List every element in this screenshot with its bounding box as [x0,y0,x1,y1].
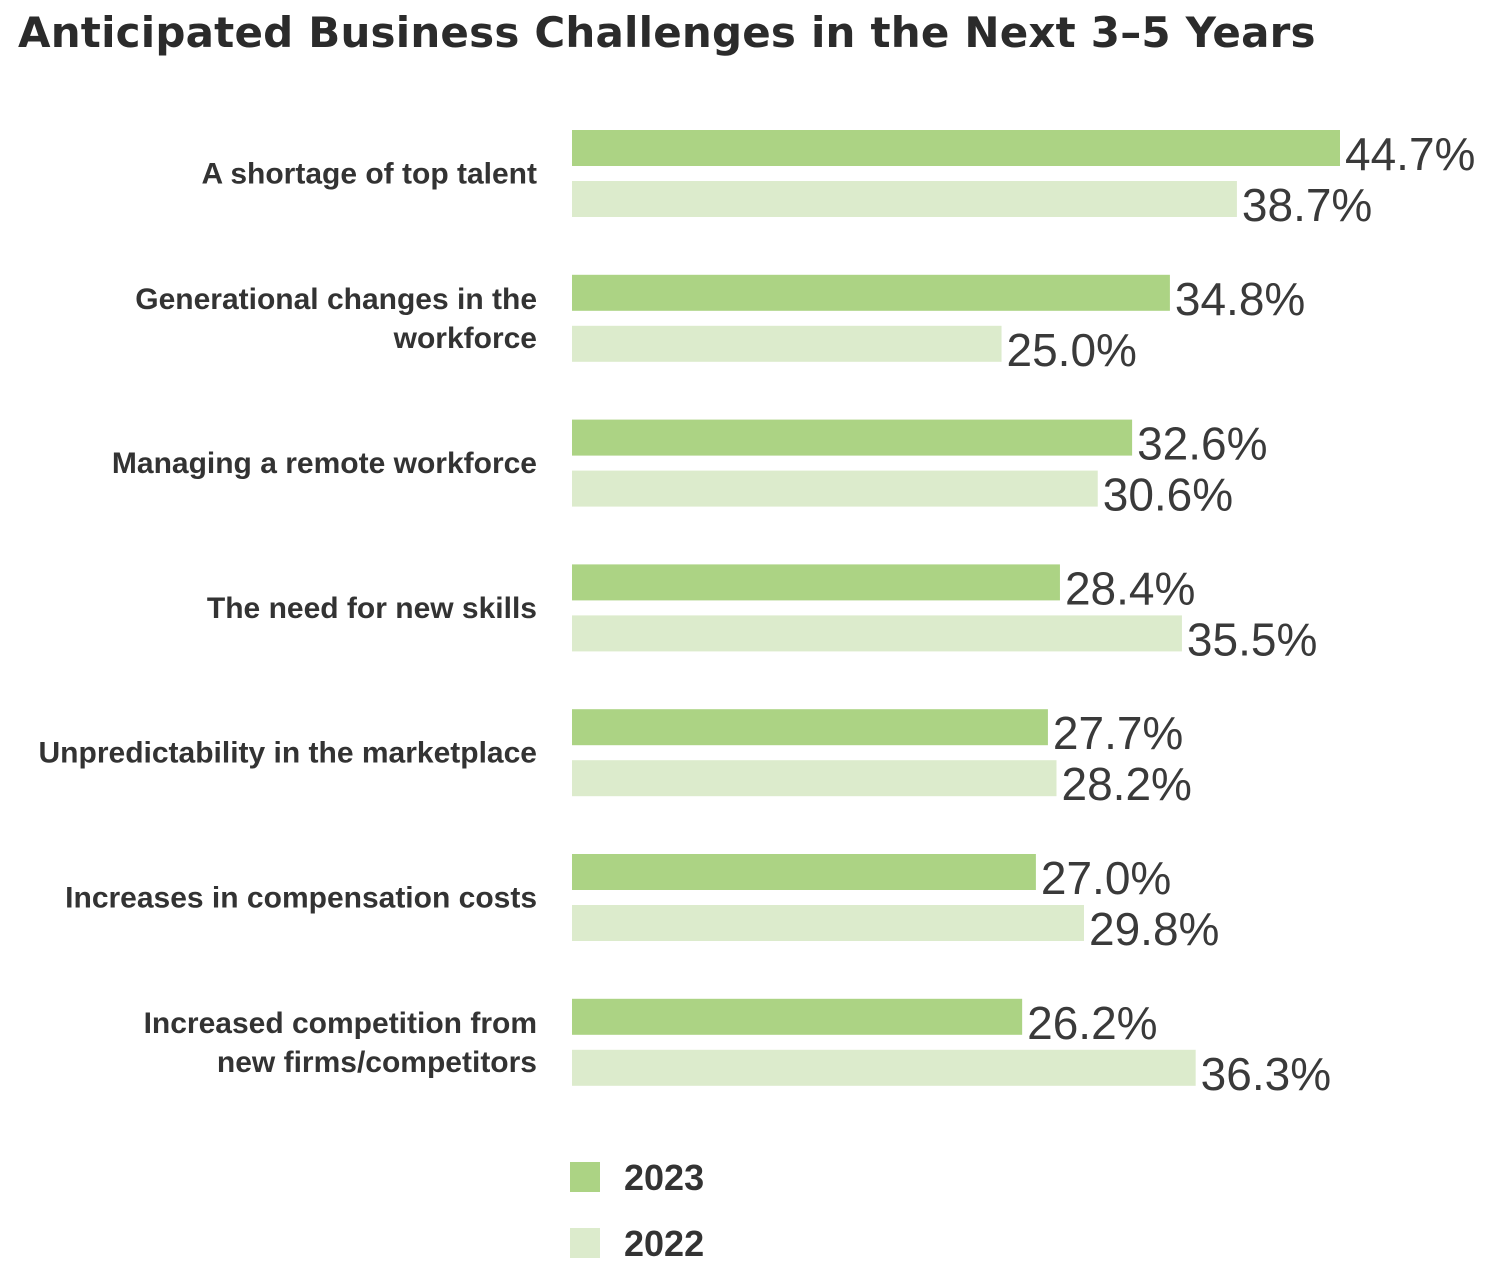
data-label-2022: 29.8% [1089,903,1219,955]
bar-2022 [572,1049,1196,1086]
bar-2022 [572,470,1098,507]
category-label: Managing a remote workforce [112,447,537,480]
data-label-2022: 35.5% [1187,613,1317,665]
data-label-2022: 25.0% [1007,324,1137,376]
data-label-2023: 44.7% [1345,128,1475,180]
category-label: A shortage of top talent [201,158,537,191]
data-label-2022: 38.7% [1242,179,1372,231]
bar-2023 [572,854,1036,890]
data-label-2023: 32.6% [1137,418,1267,470]
chart-title: Anticipated Business Challenges in the N… [18,8,1316,57]
legend-swatch-2023 [570,1162,600,1192]
bar-2023 [572,564,1060,601]
bar-2022 [572,905,1084,941]
bar-2022 [572,760,1057,797]
category-label: Unpredictability in the marketplace [39,737,537,770]
data-label-2023: 34.8% [1175,273,1305,325]
bar-2023 [572,130,1340,166]
category-label: Generational changes in the workforce [135,283,537,355]
data-label-2023: 28.4% [1065,562,1195,614]
data-label-2023: 27.7% [1053,707,1183,759]
category-label: The need for new skills [207,592,537,625]
bar-2022 [572,181,1237,217]
bar-2023 [572,709,1048,746]
data-label-2023: 27.0% [1041,852,1171,904]
legend-label-2022: 2022 [624,1223,704,1264]
bar-2023 [572,998,1023,1035]
legend-swatch-2022 [570,1228,600,1258]
data-label-2023: 26.2% [1027,997,1157,1049]
data-label-2022: 36.3% [1201,1048,1331,1100]
data-label-2022: 28.2% [1062,758,1192,810]
bar-2023 [572,419,1133,456]
bar-2022 [572,325,1002,362]
bar-2022 [572,615,1182,652]
category-label: Increases in compensation costs [65,882,537,915]
legend-label-2023: 2023 [624,1157,704,1198]
category-label: Increased competition from new firms/comp… [144,1007,537,1079]
data-label-2022: 30.6% [1103,469,1233,521]
bar-2023 [572,274,1170,311]
